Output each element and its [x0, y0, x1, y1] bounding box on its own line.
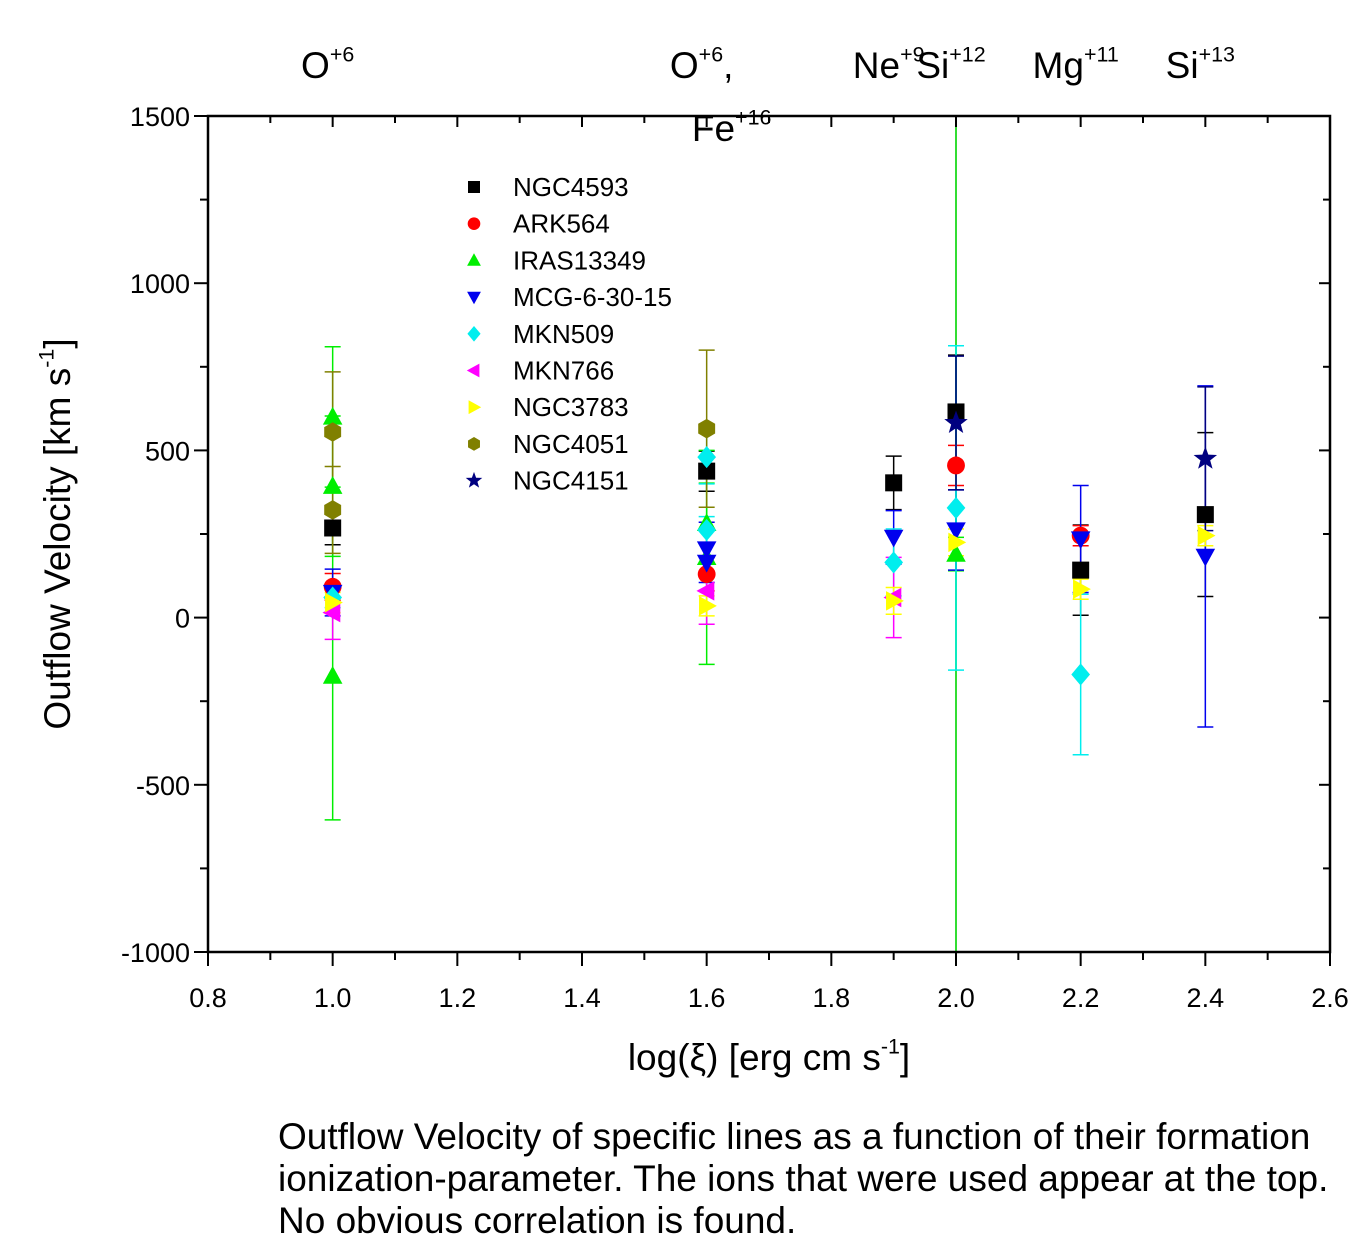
legend-marker-MKN766 [466, 363, 480, 378]
point-NGC4593-5 [1196, 506, 1214, 524]
point-MCG-6-30-15-2 [696, 554, 717, 573]
point-MCG-6-30-15-3 [883, 529, 904, 548]
data-points [322, 403, 1218, 686]
ion-label-3: Si+12 [916, 42, 985, 86]
point-MKN509-1 [697, 446, 717, 469]
point-MCG-6-30-15-1 [696, 541, 717, 560]
legend-marker-IRAS13349 [467, 253, 481, 266]
point-NGC4593-1 [698, 462, 716, 480]
legend-label-IRAS13349: IRAS13349 [513, 245, 646, 275]
x-tick-label-2: 1.2 [439, 983, 477, 1013]
point-IRAS13349-5 [946, 543, 966, 562]
point-NGC4593-2 [885, 474, 903, 492]
x-tick-label-1: 1.0 [314, 983, 352, 1013]
error-bars [324, 344, 1214, 821]
point-MCG-6-30-15-5 [1070, 531, 1091, 550]
point-MKN509-2 [697, 518, 717, 542]
x-tick-label-4: 1.6 [688, 983, 726, 1013]
figure-caption: Outflow Velocity of specific lines as a … [278, 1116, 1329, 1241]
legend-marker-MKN509 [467, 326, 481, 342]
legend-marker-MCG-6-30-15 [467, 291, 481, 305]
plot-frame [206, 114, 1332, 954]
ion-label-4: Mg+11 [1033, 42, 1119, 86]
x-tick-label-8: 2.4 [1187, 983, 1225, 1013]
point-MKN509-4 [946, 496, 966, 519]
legend-label-ARK564: ARK564 [513, 209, 610, 239]
y-tick-label-3: 0 [175, 604, 190, 634]
ion-labels: O+6 O+6, Fe+16 Ne+9Si+12 Mg+11 Si+13 [301, 42, 1235, 149]
ion-label-1-line2: Fe+16 [692, 105, 772, 149]
y-tick-label-0: 1500 [130, 102, 190, 132]
point-MCG-6-30-15-4 [946, 522, 966, 541]
x-tick-label-7: 2.2 [1062, 983, 1100, 1013]
legend-label-NGC4051: NGC4051 [513, 429, 629, 459]
x-axis-title: log(ξ) [erg cm s-1] [628, 1034, 910, 1078]
legend-label-NGC3783: NGC3783 [513, 392, 629, 422]
point-ARK564-2 [947, 456, 965, 475]
point-NGC4051-0 [324, 422, 342, 442]
point-ARK564-1 [697, 565, 716, 584]
y-tick-label-2: 500 [145, 436, 190, 466]
ion-label-2: Ne+9 [853, 42, 925, 86]
legend-label-NGC4151: NGC4151 [513, 466, 629, 496]
legend-marker-NGC4151 [465, 471, 483, 488]
x-tick-label-9: 2.6 [1311, 983, 1349, 1013]
legend: NGC4593 ARK564 IRAS13349 MCG-6-30-15 MKN509 M… [465, 172, 672, 496]
point-NGC3783-2 [886, 591, 904, 611]
y-tick-label-4: -500 [136, 771, 190, 801]
point-NGC4593-4 [1072, 561, 1090, 579]
point-IRAS13349-2 [322, 665, 343, 684]
point-NGC4051-1 [324, 500, 342, 520]
point-MKN509-3 [884, 551, 904, 574]
y-tick-label-1: 1000 [130, 269, 190, 299]
y-axis-title: Outflow Velocity [km s-1] [34, 338, 78, 729]
point-NGC3783-0 [325, 592, 343, 613]
point-NGC3783-5 [1197, 525, 1216, 546]
axes: 0.8 1.0 1.2 1.4 1.6 1.8 2.0 2.2 2.4 2.6 1500 1000 50… [34, 102, 1348, 1078]
ion-label-5: Si+13 [1166, 42, 1235, 86]
ion-label-1: O+6, [670, 42, 734, 86]
ion-label-0: O+6 [301, 42, 354, 86]
scatter-chart: O+6 O+6, Fe+16 Ne+9Si+12 Mg+11 Si+13 0.8 1.0 1.… [34, 42, 1348, 1078]
point-MKN766-1 [696, 581, 715, 601]
point-NGC4151-1 [1193, 446, 1218, 469]
point-NGC3783-3 [948, 532, 967, 553]
point-MKN766-0 [322, 602, 341, 623]
y-tick-label-5: -1000 [121, 938, 190, 968]
point-IRAS13349-0 [322, 406, 343, 425]
point-NGC4151-0 [944, 410, 968, 433]
point-NGC4051-2 [698, 418, 716, 439]
point-IRAS13349-1 [322, 475, 343, 494]
legend-marker-NGC3783 [468, 400, 482, 415]
legend-label-MCG-6-30-15: MCG-6-30-15 [513, 282, 672, 312]
point-MKN509-5 [1071, 663, 1091, 686]
legend-label-MKN509: MKN509 [513, 319, 614, 349]
legend-label-NGC4593: NGC4593 [513, 172, 629, 202]
legend-marker-NGC4051 [468, 437, 480, 451]
x-tick-label-5: 1.8 [813, 983, 851, 1013]
point-MCG-6-30-15-6 [1195, 548, 1216, 567]
x-tick-label-6: 2.0 [937, 983, 975, 1013]
legend-marker-ARK564 [467, 217, 481, 230]
x-tick-label-3: 1.4 [563, 983, 601, 1013]
legend-label-MKN766: MKN766 [513, 356, 614, 386]
point-NGC3783-1 [699, 596, 717, 616]
x-tick-label-0: 0.8 [189, 983, 227, 1013]
point-NGC3783-4 [1073, 579, 1091, 599]
legend-marker-NGC4593 [468, 181, 480, 193]
point-NGC4593-0 [324, 519, 342, 537]
